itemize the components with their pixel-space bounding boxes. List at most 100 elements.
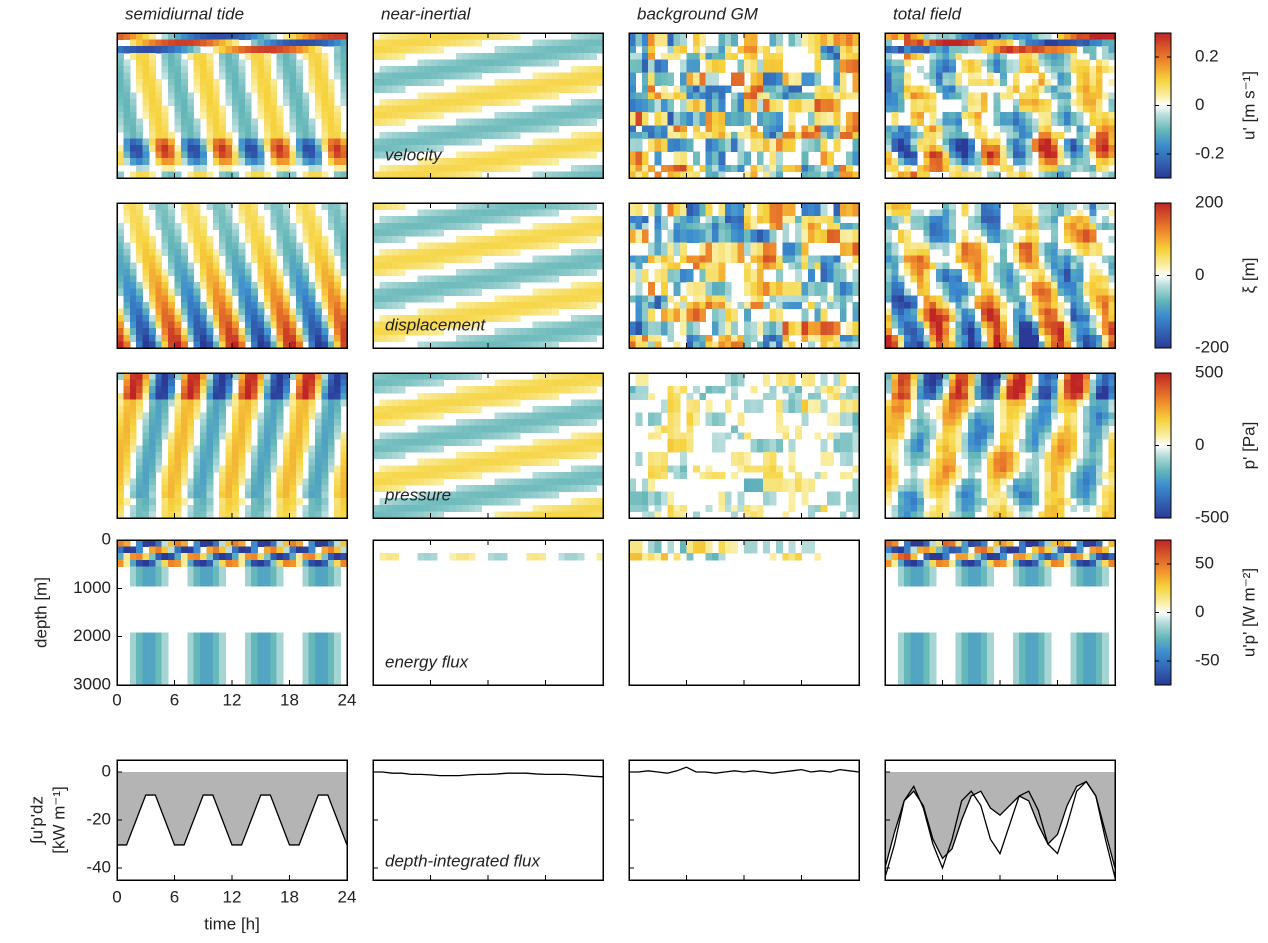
field-cell [155, 452, 162, 459]
field-cell [200, 426, 207, 433]
field-cell [475, 132, 482, 139]
field-cell [334, 426, 341, 433]
field-cell [143, 459, 150, 466]
field-cell [558, 256, 565, 263]
field-cell [219, 505, 226, 512]
field-cell [258, 335, 265, 342]
field-cell [321, 672, 328, 679]
field-cell [418, 295, 425, 302]
field-cell [443, 33, 450, 40]
field-cell [187, 547, 194, 554]
field-cell [226, 66, 233, 73]
field-cell [443, 40, 450, 47]
field-cell [226, 547, 233, 554]
field-cell [399, 419, 406, 426]
field-cell [181, 46, 188, 53]
field-cell [194, 505, 201, 512]
field-cell [162, 322, 169, 329]
field-cell [379, 446, 386, 453]
field-cell [674, 119, 681, 126]
field-cell [782, 92, 789, 99]
field-cell [155, 315, 162, 322]
field-cell [334, 632, 341, 639]
field-cell [744, 106, 751, 113]
field-cell [321, 295, 328, 302]
field-cell [546, 86, 553, 93]
field-cell [181, 459, 188, 466]
field-cell [162, 419, 169, 426]
field-cell [546, 328, 553, 335]
field-cell [431, 373, 438, 380]
field-cell [309, 393, 316, 400]
field-cell [399, 119, 406, 126]
field-cell [507, 335, 514, 342]
field-cell [552, 86, 559, 93]
field-cell [136, 243, 143, 250]
field-cell [238, 86, 245, 93]
field-cell [482, 158, 489, 165]
field-cell [251, 289, 258, 296]
field-cell [667, 40, 674, 47]
field-cell [667, 92, 674, 99]
field-cell [175, 229, 182, 236]
field-cell [450, 406, 457, 413]
field-cell [680, 79, 687, 86]
field-cell [264, 652, 271, 659]
field-cell [488, 269, 495, 276]
field-cell [232, 413, 239, 420]
field-cell [520, 413, 527, 420]
field-cell [168, 432, 175, 439]
field-cell [130, 446, 137, 453]
field-cell [232, 498, 239, 505]
field-cell [315, 106, 322, 113]
field-cell [808, 132, 815, 139]
field-cell [833, 210, 840, 217]
field-cell [533, 393, 540, 400]
field-cell [277, 406, 284, 413]
field-cell [833, 106, 840, 113]
field-cell [315, 46, 322, 53]
field-cell [757, 158, 764, 165]
field-cell [558, 485, 565, 492]
field-cell [123, 249, 130, 256]
field-cell [501, 269, 508, 276]
field-cell [334, 210, 341, 217]
field-cell [520, 380, 527, 387]
field-cell [123, 446, 130, 453]
field-cell [136, 547, 143, 554]
field-cell [232, 547, 239, 554]
field-cell [117, 335, 124, 342]
field-cell [373, 380, 380, 387]
field-cell [488, 59, 495, 66]
field-cell [770, 210, 777, 217]
field-cell [206, 505, 213, 512]
field-cell [520, 452, 527, 459]
field-cell [693, 46, 700, 53]
field-cell [334, 485, 341, 492]
field-cell [187, 406, 194, 413]
field-cell [552, 92, 559, 99]
field-cell [731, 138, 738, 145]
field-cell [411, 373, 418, 380]
field-cell [321, 315, 328, 322]
field-cell [270, 393, 277, 400]
field-cell [373, 138, 380, 145]
field-cell [507, 99, 514, 106]
field-cell [546, 446, 553, 453]
field-cell [245, 99, 252, 106]
field-cell [418, 373, 425, 380]
field-cell [264, 86, 271, 93]
field-cell [379, 335, 386, 342]
field-cell [245, 439, 252, 446]
field-cell [450, 249, 457, 256]
field-cell [629, 229, 636, 236]
field-cell [334, 112, 341, 119]
field-cell [795, 165, 802, 172]
field-cell [270, 223, 277, 230]
field-cell [392, 553, 399, 560]
field-cell [238, 132, 245, 139]
field-cell [219, 492, 226, 499]
field-cell [386, 439, 393, 446]
field-cell [501, 459, 508, 466]
field-cell [238, 138, 245, 145]
